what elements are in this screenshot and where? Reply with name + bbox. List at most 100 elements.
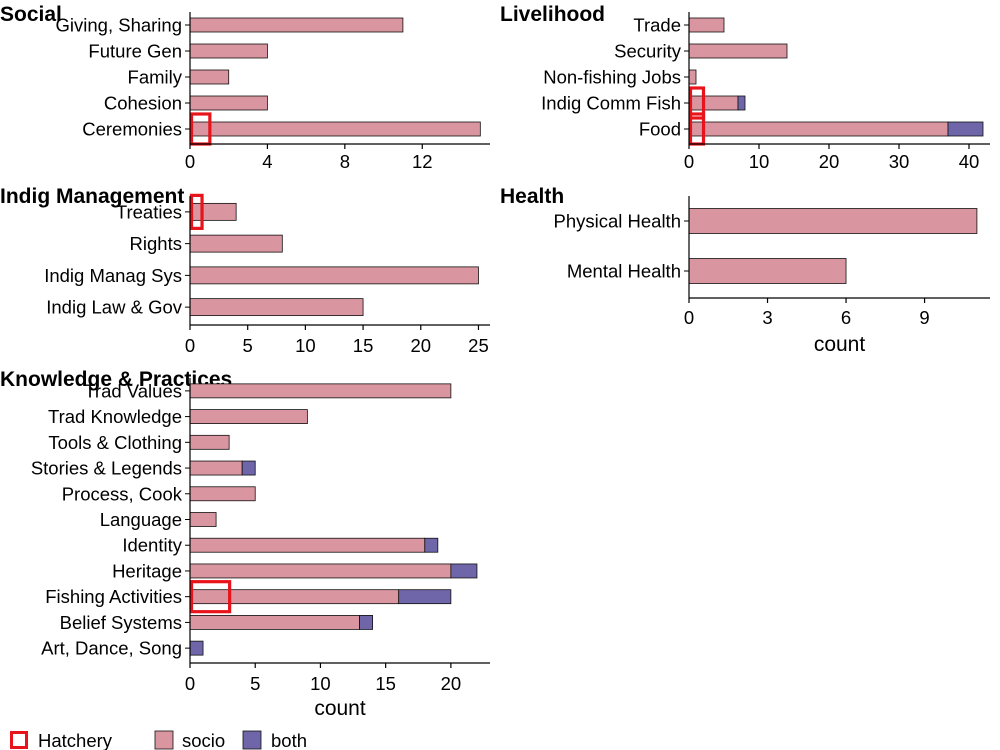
bar-both bbox=[398, 589, 452, 605]
x-tick-label: 0 bbox=[684, 307, 694, 328]
category-label: Security bbox=[614, 41, 682, 62]
x-tick-label: 30 bbox=[889, 151, 910, 172]
category-label: Future Gen bbox=[88, 41, 182, 62]
panel-title: Livelihood bbox=[500, 3, 605, 26]
x-tick-label: 15 bbox=[353, 335, 374, 356]
x-tick-label: 6 bbox=[841, 307, 851, 328]
category-label: Trad Values bbox=[84, 380, 182, 401]
category-label: Indig Law & Gov bbox=[46, 297, 182, 318]
category-label: Art, Dance, Song bbox=[41, 638, 182, 659]
category-label: Trad Knowledge bbox=[48, 406, 182, 427]
category-label: Process, Cook bbox=[62, 483, 183, 504]
x-tick-label: 25 bbox=[468, 335, 489, 356]
hatchery-outline bbox=[688, 86, 706, 120]
bar-socio bbox=[189, 298, 364, 317]
bar-socio bbox=[189, 121, 481, 137]
x-tick-label: 10 bbox=[295, 335, 316, 356]
legend-swatch bbox=[154, 730, 174, 750]
bar-both bbox=[359, 615, 374, 630]
bar-socio bbox=[688, 43, 788, 59]
category-label: Ceremonies bbox=[82, 119, 182, 140]
legend-swatch bbox=[10, 731, 28, 749]
category-label: Identity bbox=[122, 535, 182, 556]
bar-socio bbox=[189, 537, 426, 553]
bar-socio bbox=[189, 95, 268, 111]
category-label: Fishing Activities bbox=[45, 586, 182, 607]
x-tick-label: 20 bbox=[410, 335, 431, 356]
x-tick-label: 0 bbox=[185, 335, 195, 356]
x-axis-title: count bbox=[314, 697, 366, 720]
x-tick-label: 9 bbox=[919, 307, 929, 328]
bar-socio bbox=[189, 17, 404, 33]
legend: Hatchery socio both bbox=[10, 730, 307, 750]
bar-socio bbox=[688, 258, 847, 284]
category-label: Heritage bbox=[112, 560, 182, 581]
bar-socio bbox=[688, 17, 725, 33]
x-axis-title: count bbox=[814, 333, 866, 356]
bar-socio bbox=[189, 563, 452, 579]
category-label: Indig Manag Sys bbox=[44, 265, 182, 286]
bar-socio bbox=[189, 460, 243, 476]
legend-label: Hatchery bbox=[38, 730, 113, 750]
x-tick-label: 12 bbox=[412, 151, 433, 172]
bar-socio bbox=[189, 266, 479, 285]
bar-both bbox=[424, 537, 439, 553]
bar-socio bbox=[189, 383, 452, 399]
bar-socio bbox=[189, 202, 237, 221]
category-label: Language bbox=[100, 509, 182, 530]
bar-socio bbox=[189, 43, 268, 59]
x-tick-label: 5 bbox=[243, 335, 253, 356]
panel-3: Health Physical Health Mental Health 0 3 6 9 co… bbox=[500, 185, 990, 356]
bar-socio bbox=[688, 121, 949, 137]
x-tick-label: 0 bbox=[684, 151, 694, 172]
panel-1: Livelihood Trade Security Non-fishing Jobs I… bbox=[500, 3, 990, 172]
panel-title: Knowledge & Practices bbox=[0, 368, 232, 391]
panel-title: Health bbox=[500, 185, 564, 208]
bar-both bbox=[189, 640, 204, 656]
bar-socio bbox=[189, 589, 400, 605]
category-label: Family bbox=[128, 67, 183, 88]
bar-both bbox=[947, 121, 984, 137]
bar-both bbox=[737, 95, 746, 111]
category-label: Giving, Sharing bbox=[56, 15, 182, 36]
category-label: Physical Health bbox=[553, 211, 681, 232]
x-tick-label: 10 bbox=[749, 151, 770, 172]
legend-item-both: both bbox=[242, 730, 307, 750]
bar-socio bbox=[688, 208, 978, 234]
category-label: Stories & Legends bbox=[31, 458, 182, 479]
category-label: Trade bbox=[633, 15, 681, 36]
bar-socio bbox=[189, 512, 217, 527]
x-tick-label: 20 bbox=[819, 151, 840, 172]
hatchery-outline bbox=[189, 193, 204, 230]
bar-socio bbox=[189, 69, 230, 85]
bar-socio bbox=[189, 434, 230, 450]
category-label: Cohesion bbox=[104, 93, 182, 114]
panel-title: Social bbox=[0, 3, 62, 26]
category-label: Treaties bbox=[116, 201, 182, 222]
bar-socio bbox=[688, 69, 697, 85]
category-label: Mental Health bbox=[567, 261, 681, 282]
category-label: Tools & Clothing bbox=[48, 432, 182, 453]
bar-both bbox=[241, 460, 256, 476]
bar-socio bbox=[189, 409, 308, 424]
bar-socio bbox=[688, 95, 739, 111]
category-label: Non-fishing Jobs bbox=[543, 67, 681, 88]
category-label: Indig Comm Fish bbox=[541, 93, 681, 114]
legend-item-socio: socio bbox=[154, 730, 225, 750]
bar-socio bbox=[189, 234, 283, 253]
category-label: Rights bbox=[130, 233, 182, 254]
bar-socio bbox=[189, 486, 256, 502]
x-tick-label: 40 bbox=[959, 151, 980, 172]
panel-title: Indig Management bbox=[0, 185, 184, 208]
category-label: Food bbox=[639, 119, 681, 140]
legend-item-hatchery: Hatchery bbox=[10, 730, 113, 750]
x-tick-label: 10 bbox=[310, 673, 331, 694]
legend-label: both bbox=[271, 730, 307, 750]
hatchery-outline bbox=[189, 580, 232, 614]
x-tick-label: 20 bbox=[441, 673, 462, 694]
